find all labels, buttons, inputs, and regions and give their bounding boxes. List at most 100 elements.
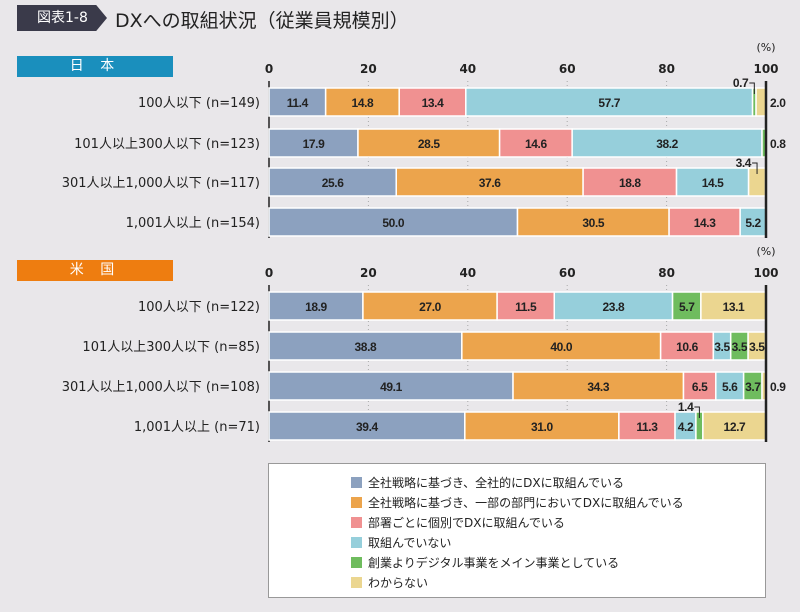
data-label: 38.8 bbox=[355, 340, 377, 354]
bar-segment bbox=[268, 128, 359, 158]
data-label: 0.8 bbox=[770, 137, 786, 151]
region-us: 米 国 bbox=[17, 260, 173, 281]
data-label: 10.6 bbox=[676, 340, 698, 354]
legend-swatch bbox=[351, 516, 362, 528]
legend-item: 全社戦略に基づき、一部の部門においてDXに取組んでいる bbox=[351, 492, 765, 512]
bar-segment bbox=[362, 291, 498, 321]
bar-segment bbox=[659, 331, 715, 361]
data-label: 3.7 bbox=[745, 380, 761, 394]
data-label: 14.5 bbox=[702, 176, 724, 190]
category-label: 1,001人以上 (n=71) bbox=[134, 420, 260, 435]
data-label: 34.3 bbox=[587, 380, 609, 394]
bar-segment bbox=[671, 291, 702, 321]
data-label: 23.8 bbox=[603, 300, 625, 314]
callout-line bbox=[749, 82, 755, 94]
data-label: 49.1 bbox=[380, 380, 402, 394]
data-label: 0.9 bbox=[770, 380, 786, 394]
bar-segment bbox=[582, 167, 678, 197]
legend-swatch bbox=[351, 536, 362, 548]
x-tick-label: 100 bbox=[753, 62, 778, 76]
data-label: 37.6 bbox=[479, 176, 501, 190]
legend-label: わからない bbox=[368, 575, 429, 590]
bar-segment bbox=[755, 87, 767, 117]
data-label: 5.6 bbox=[722, 380, 738, 394]
x-tick-label: 60 bbox=[559, 62, 576, 76]
data-label: 30.5 bbox=[582, 216, 604, 230]
data-label: 14.6 bbox=[525, 137, 547, 151]
x-tick-label: 20 bbox=[360, 62, 377, 76]
category-label: 101人以上300人以下 (n=85) bbox=[82, 340, 260, 355]
data-label: 31.0 bbox=[531, 420, 553, 434]
bar-segment bbox=[268, 411, 466, 441]
x-tick-label: 40 bbox=[459, 62, 476, 76]
data-label: 6.5 bbox=[692, 380, 708, 394]
x-tick-label: 80 bbox=[658, 266, 675, 280]
bar-segment bbox=[682, 371, 717, 401]
bar-segment bbox=[464, 411, 620, 441]
legend-swatch bbox=[351, 496, 362, 508]
legend-item: 全社戦略に基づき、全社的にDXに取組んでいる bbox=[351, 472, 765, 492]
data-label: 38.2 bbox=[656, 137, 678, 151]
bar-segment bbox=[516, 207, 670, 237]
data-label: 13.1 bbox=[723, 300, 745, 314]
region-japan: 日 本 bbox=[17, 56, 173, 77]
data-label: 1.4 bbox=[678, 400, 694, 414]
data-label: 40.0 bbox=[550, 340, 572, 354]
legend-label: 創業よりデジタル事業をメイン事業としている bbox=[368, 555, 620, 570]
legend-swatch bbox=[351, 476, 362, 488]
bar-segment bbox=[268, 291, 364, 321]
data-label: 3.5 bbox=[714, 340, 730, 354]
x-tick-label: 60 bbox=[559, 266, 576, 280]
legend-item: 創業よりデジタル事業をメイン事業としている bbox=[351, 552, 765, 572]
data-label: 5.2 bbox=[745, 216, 761, 230]
stacked-bar-chart: (%) 0 20 40 60 80 100 100人以下 (n=149) 11.4 14.8 13.… bbox=[62, 41, 787, 442]
bar-segment bbox=[268, 371, 514, 401]
legend-label: 部署ごとに個別でDXに取組んでいる bbox=[368, 515, 565, 530]
bar-segment bbox=[461, 331, 662, 361]
data-label: 25.6 bbox=[322, 176, 344, 190]
data-label: 18.8 bbox=[619, 176, 641, 190]
data-label: 27.0 bbox=[419, 300, 441, 314]
data-label: 17.9 bbox=[303, 137, 325, 151]
category-label: 301人以上1,000人以下 (n=117) bbox=[62, 176, 260, 191]
data-label: 11.4 bbox=[287, 96, 309, 110]
category-label: 101人以上300人以下 (n=123) bbox=[74, 137, 260, 152]
legend-item: 部署ごとに個別でDXに取組んでいる bbox=[351, 512, 765, 532]
data-label: 3.4 bbox=[736, 156, 752, 170]
bar-segment bbox=[498, 128, 573, 158]
category-label: 100人以下 (n=149) bbox=[138, 96, 260, 111]
x-tick-label: 100 bbox=[753, 266, 778, 280]
data-label: 14.8 bbox=[352, 96, 374, 110]
data-label: 28.5 bbox=[418, 137, 440, 151]
bar-segment bbox=[268, 167, 397, 197]
category-label: 301人以上1,000人以下 (n=108) bbox=[62, 380, 260, 395]
callout-line bbox=[694, 406, 700, 418]
data-label: 39.4 bbox=[356, 420, 378, 434]
bar-segment bbox=[668, 207, 741, 237]
x-tick-label: 80 bbox=[658, 62, 675, 76]
figure-title: DXへの取組状況（従業員規模別） bbox=[115, 10, 409, 32]
x-tick-label: 20 bbox=[360, 266, 377, 280]
figure-tag: 図表1-8 bbox=[17, 5, 107, 31]
bar-segment bbox=[496, 291, 556, 321]
data-label: 4.2 bbox=[678, 420, 694, 434]
data-label: 50.0 bbox=[382, 216, 404, 230]
legend: 全社戦略に基づき、全社的にDXに取組んでいる全社戦略に基づき、一部の部門において… bbox=[268, 463, 766, 598]
bar-segment bbox=[357, 128, 501, 158]
x-tick-label: 40 bbox=[459, 266, 476, 280]
bar-segment bbox=[618, 411, 676, 441]
bar-segment bbox=[675, 167, 750, 197]
legend-item: 取組んでいない bbox=[351, 532, 765, 552]
legend-label: 全社戦略に基づき、一部の部門においてDXに取組んでいる bbox=[368, 495, 684, 510]
data-label: 5.7 bbox=[679, 300, 695, 314]
x-tick-label: 0 bbox=[265, 62, 273, 76]
callout-line bbox=[752, 162, 758, 174]
unit-label: (%) bbox=[756, 245, 775, 258]
unit-label: (%) bbox=[756, 41, 775, 54]
category-label: 1,001人以上 (n=154) bbox=[126, 216, 260, 231]
data-label: 3.5 bbox=[732, 340, 748, 354]
data-label: 0.7 bbox=[733, 76, 749, 90]
bar-segment bbox=[700, 291, 767, 321]
data-label: 13.4 bbox=[422, 96, 444, 110]
